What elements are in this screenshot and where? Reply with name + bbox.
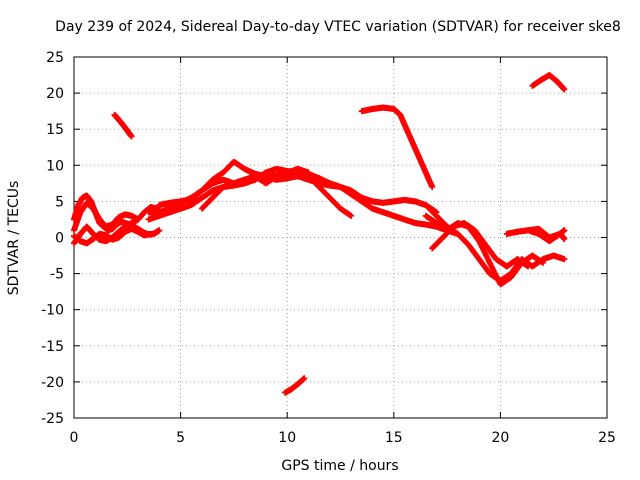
series-arc-4	[71, 225, 154, 247]
data-point	[156, 227, 163, 234]
data-point	[540, 259, 547, 266]
data-point	[561, 256, 568, 263]
x-tick-label: 25	[598, 430, 616, 446]
x-tick-label: 10	[278, 430, 296, 446]
x-axis-label: GPS time / hours	[281, 458, 398, 474]
data-point	[147, 230, 154, 237]
y-tick-label: 10	[46, 158, 64, 174]
series-arc-15	[525, 227, 568, 245]
data-point	[429, 183, 436, 190]
y-tick-label: -15	[41, 339, 64, 355]
series-arc-13	[429, 220, 532, 270]
series-arc-16	[529, 72, 568, 93]
y-tick-label: -20	[41, 375, 64, 391]
series-arc-2	[71, 199, 141, 234]
data-point	[301, 375, 308, 382]
grid	[74, 57, 607, 418]
data-point	[561, 86, 568, 93]
y-tick-label: 15	[46, 122, 64, 138]
x-tick-label: 20	[491, 430, 509, 446]
data-point	[305, 169, 312, 176]
y-axis-label: SDTVAR / TECUs	[6, 181, 22, 296]
x-tick-label: 15	[385, 430, 403, 446]
data-points	[71, 72, 568, 396]
x-tick-label: 0	[70, 430, 79, 446]
y-tick-label: -5	[50, 267, 64, 283]
y-tick-label: 20	[46, 86, 64, 102]
plot-frame	[73, 56, 608, 419]
series-arc-12	[422, 212, 547, 288]
y-tick-label: 5	[55, 194, 64, 210]
x-tick-label: 5	[176, 430, 185, 446]
data-point	[348, 212, 355, 219]
data-point	[128, 133, 135, 140]
axis-ticks: 0 5 10 15 20 25 -25 -20 -15 -10 -5 0 5 10 15 20 25	[41, 50, 616, 446]
data-point	[561, 235, 568, 242]
y-tick-label: 0	[55, 231, 64, 247]
series-arc-5	[111, 111, 135, 140]
series-arc-9	[198, 165, 312, 212]
y-tick-label: -25	[41, 411, 64, 427]
y-tick-label: -10	[41, 303, 64, 319]
data-point	[525, 263, 532, 270]
series-arc-17	[282, 375, 308, 396]
y-tick-label: 25	[46, 50, 64, 66]
data-point	[561, 227, 568, 234]
chart-title: Day 239 of 2024, Sidereal Day-to-day VTE…	[55, 19, 621, 35]
series-arc-10	[358, 104, 436, 190]
